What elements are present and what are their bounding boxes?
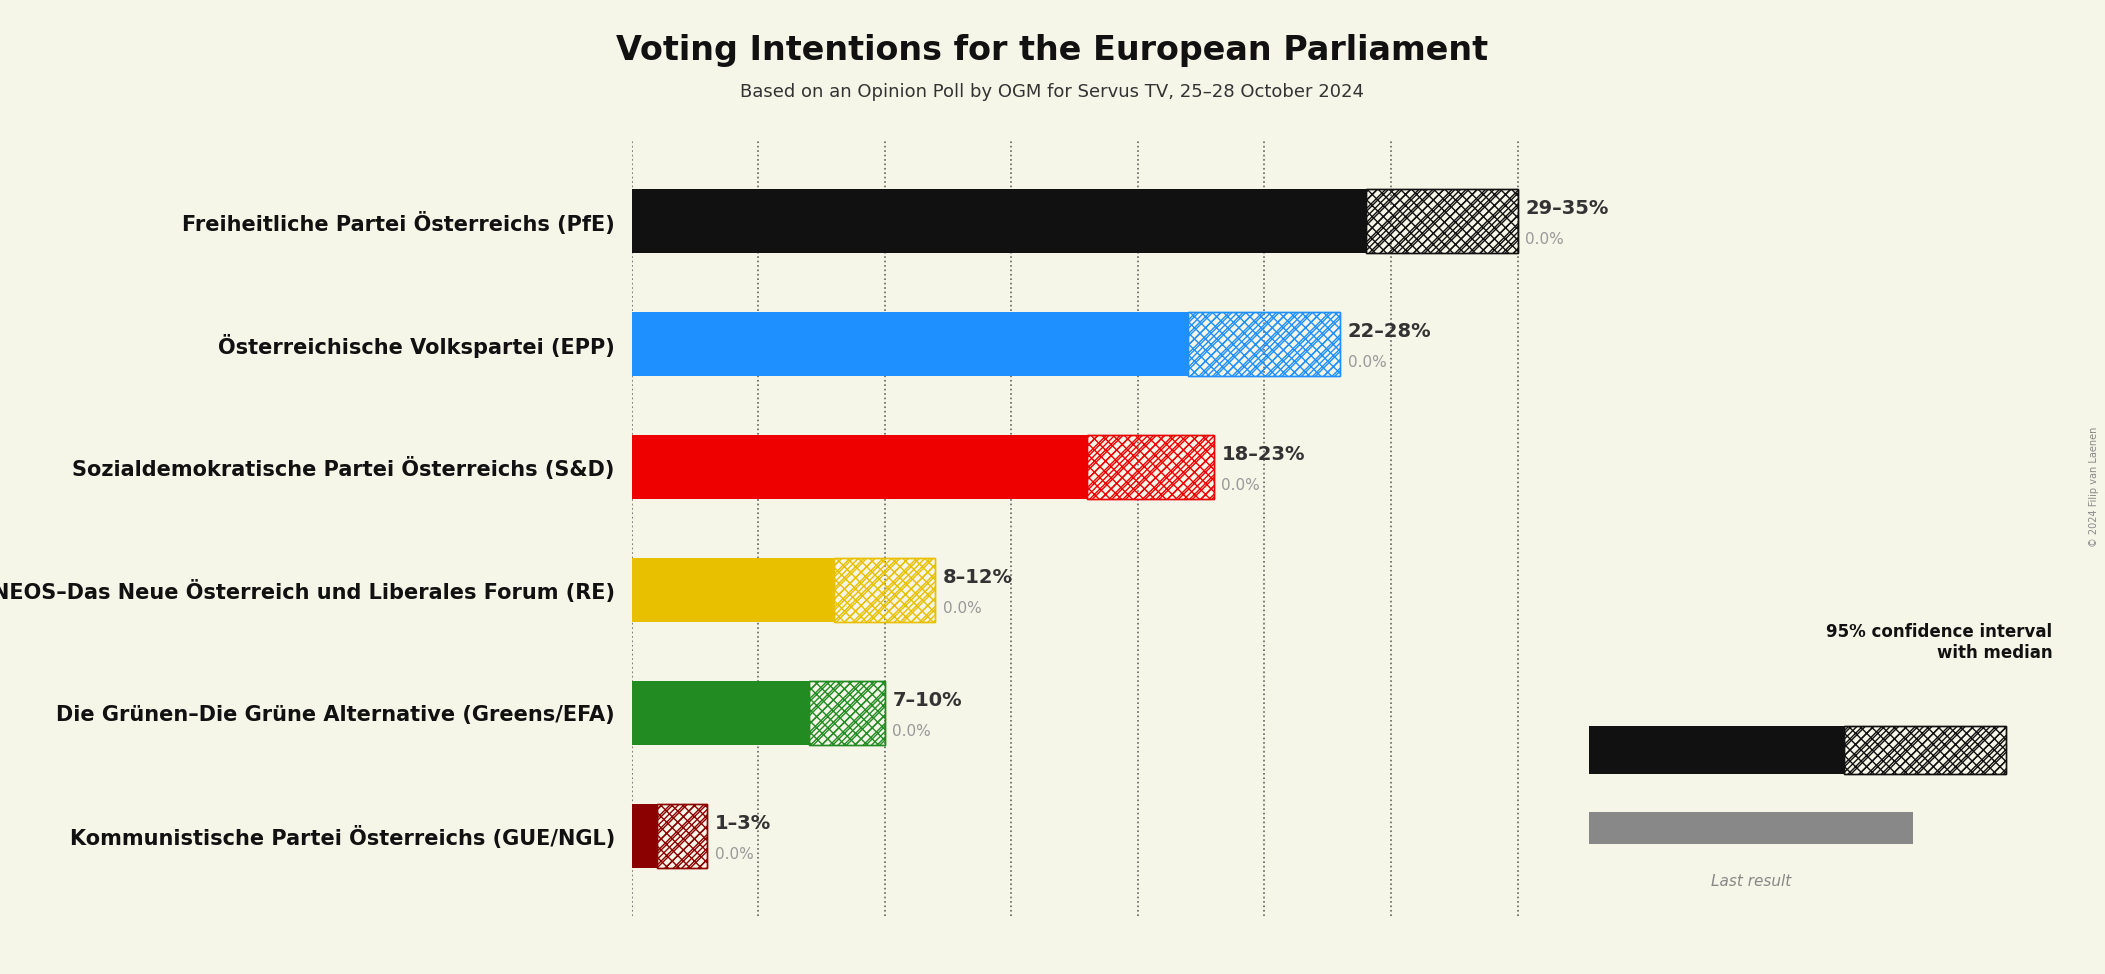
Bar: [657, 804, 707, 868]
Text: 18–23%: 18–23%: [1221, 445, 1305, 465]
Text: 0.0%: 0.0%: [716, 846, 754, 862]
Bar: [632, 312, 1189, 376]
Bar: [1844, 726, 2006, 774]
Bar: [1189, 312, 1341, 376]
Text: 0.0%: 0.0%: [1526, 232, 1564, 247]
Bar: [808, 681, 884, 745]
Text: 0.0%: 0.0%: [1347, 355, 1387, 370]
Bar: [632, 189, 1366, 253]
Text: 8–12%: 8–12%: [943, 568, 1013, 587]
Bar: [808, 681, 884, 745]
Bar: [834, 558, 935, 621]
Text: 29–35%: 29–35%: [1526, 200, 1608, 218]
Text: Based on an Opinion Poll by OGM for Servus TV, 25–28 October 2024: Based on an Opinion Poll by OGM for Serv…: [741, 83, 1364, 100]
Text: 7–10%: 7–10%: [893, 691, 962, 710]
Text: © 2024 Filip van Laenen: © 2024 Filip van Laenen: [2088, 427, 2099, 547]
Bar: [657, 804, 707, 868]
Bar: [632, 681, 808, 745]
Text: 0.0%: 0.0%: [1221, 478, 1261, 493]
Bar: [1366, 189, 1518, 253]
Bar: [1366, 189, 1518, 253]
Bar: [1589, 812, 1913, 843]
Bar: [1589, 726, 1844, 774]
Text: Last result: Last result: [1711, 874, 1791, 889]
Bar: [834, 558, 935, 621]
Bar: [1844, 726, 2006, 774]
Text: 1–3%: 1–3%: [716, 814, 770, 833]
Bar: [1086, 435, 1215, 499]
Bar: [1189, 312, 1341, 376]
Text: 0.0%: 0.0%: [943, 601, 981, 616]
Bar: [632, 804, 657, 868]
Text: 0.0%: 0.0%: [893, 724, 930, 738]
Bar: [632, 435, 1086, 499]
Bar: [1086, 435, 1215, 499]
Bar: [632, 558, 834, 621]
Text: Voting Intentions for the European Parliament: Voting Intentions for the European Parli…: [617, 34, 1488, 67]
Text: 95% confidence interval
with median: 95% confidence interval with median: [1827, 623, 2052, 662]
Text: 22–28%: 22–28%: [1347, 322, 1431, 341]
